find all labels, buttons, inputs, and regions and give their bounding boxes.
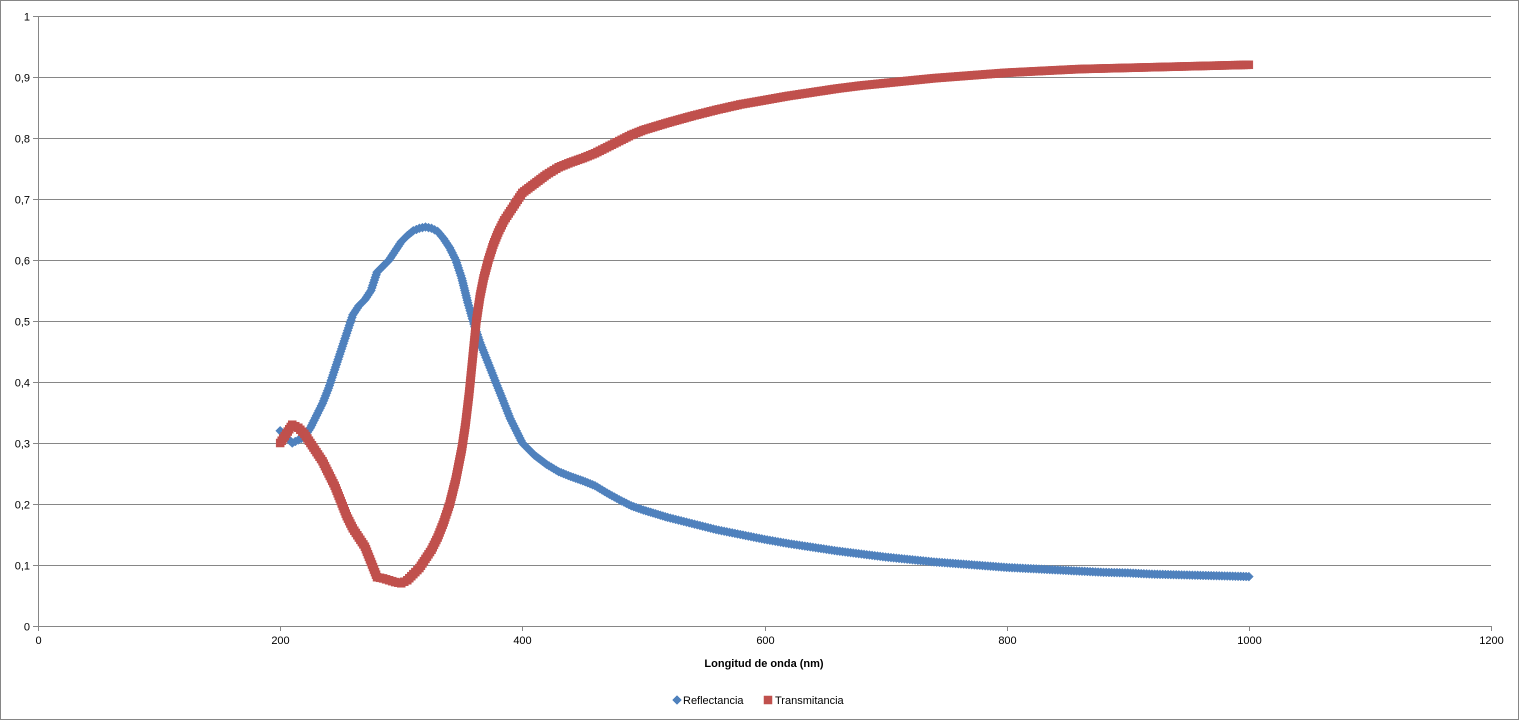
x-tick-label: 200 (271, 635, 289, 647)
legend-label-transmitancia: Transmitancia (775, 695, 845, 707)
legend-item-transmitancia[interactable]: Transmitancia (763, 695, 845, 707)
data-point (1244, 60, 1254, 70)
y-tick-label: 0,5 (15, 317, 30, 329)
legend-item-reflectancia[interactable]: Reflectancia (672, 695, 745, 707)
legend-marker-reflectancia (672, 695, 682, 705)
y-tick-label: 0,9 (15, 73, 30, 85)
x-tick-label: 600 (756, 635, 774, 647)
legend-marker-transmitancia (763, 695, 773, 705)
y-tick-label: 0,4 (15, 378, 30, 390)
legend-marker-shape (672, 695, 682, 705)
axes (33, 16, 1492, 631)
y-tick-label: 0,6 (15, 256, 30, 268)
legend: Reflectancia Transmitancia (672, 695, 845, 707)
x-tick-label: 1200 (1479, 635, 1503, 647)
x-axis-title: Longitud de onda (nm) (704, 658, 823, 670)
y-tick-label: 0,1 (15, 561, 30, 573)
series-markers (275, 60, 1254, 588)
y-tick-label: 0,2 (15, 500, 30, 512)
y-tick-label: 0,8 (15, 134, 30, 146)
x-tick-label: 800 (998, 635, 1016, 647)
y-tick-label: 0 (24, 622, 30, 634)
y-tick-label: 0,3 (15, 439, 30, 451)
series-transmitancia (275, 60, 1254, 588)
tick-labels: 0 0,1 0,2 0,3 0,4 0,5 0,6 0,7 0,8 0,9 1 0 200 400 600 8… (15, 12, 1504, 648)
y-tick-label: 0,7 (15, 195, 30, 207)
data-point (1243, 571, 1254, 582)
legend-marker-shape (763, 695, 773, 705)
x-tick-label: 400 (513, 635, 531, 647)
x-tick-label: 0 (35, 635, 41, 647)
legend-label-reflectancia: Reflectancia (683, 695, 744, 707)
series-reflectancia (275, 222, 1254, 582)
x-tick-label: 1000 (1237, 635, 1261, 647)
y-tick-label: 1 (24, 12, 30, 24)
gridlines (38, 16, 1491, 566)
